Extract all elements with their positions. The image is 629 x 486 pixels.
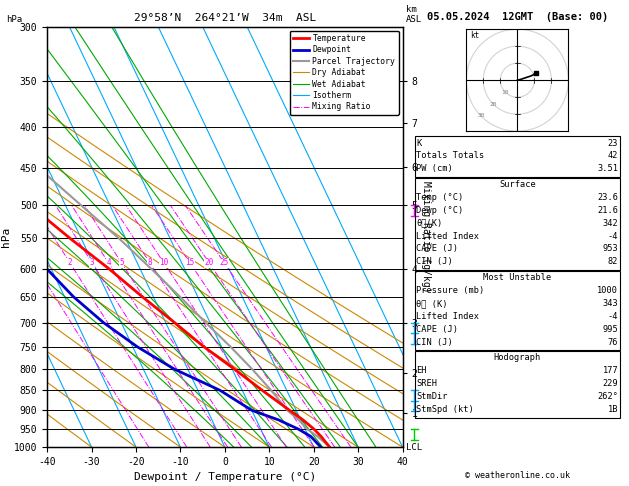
Text: © weatheronline.co.uk: © weatheronline.co.uk [465, 471, 570, 480]
Text: 995: 995 [603, 325, 618, 334]
Text: Most Unstable: Most Unstable [483, 273, 552, 282]
Text: 4: 4 [106, 259, 111, 267]
Text: 10: 10 [159, 259, 169, 267]
Legend: Temperature, Dewpoint, Parcel Trajectory, Dry Adiabat, Wet Adiabat, Isotherm, Mi: Temperature, Dewpoint, Parcel Trajectory… [290, 31, 399, 115]
Text: 23.6: 23.6 [598, 193, 618, 202]
Text: Hodograph: Hodograph [494, 353, 541, 363]
Text: 953: 953 [603, 244, 618, 254]
Text: CIN (J): CIN (J) [416, 337, 453, 347]
Text: 342: 342 [603, 219, 618, 228]
Text: 2: 2 [67, 259, 72, 267]
Text: CAPE (J): CAPE (J) [416, 244, 459, 254]
Text: Pressure (mb): Pressure (mb) [416, 286, 485, 295]
Text: Lifted Index: Lifted Index [416, 312, 479, 321]
Text: PW (cm): PW (cm) [416, 164, 453, 174]
Text: 229: 229 [603, 379, 618, 388]
Text: -4: -4 [608, 231, 618, 241]
Text: 5: 5 [119, 259, 124, 267]
Text: EH: EH [416, 366, 427, 375]
Text: Totals Totals: Totals Totals [416, 152, 485, 160]
Text: 177: 177 [603, 366, 618, 375]
Title: 29°58’N  264°21’W  34m  ASL: 29°58’N 264°21’W 34m ASL [134, 13, 316, 23]
Text: 15: 15 [186, 259, 194, 267]
Text: 05.05.2024  12GMT  (Base: 00): 05.05.2024 12GMT (Base: 00) [426, 12, 608, 22]
Y-axis label: Mixing Ratio (g/kg): Mixing Ratio (g/kg) [421, 181, 431, 293]
Text: 1000: 1000 [598, 286, 618, 295]
Text: SREH: SREH [416, 379, 437, 388]
Text: Temp (°C): Temp (°C) [416, 193, 464, 202]
Text: CAPE (J): CAPE (J) [416, 325, 459, 334]
Text: 42: 42 [608, 152, 618, 160]
Text: 1B: 1B [608, 405, 618, 414]
Text: 20: 20 [490, 102, 498, 106]
Text: 82: 82 [608, 257, 618, 266]
Text: 3.51: 3.51 [598, 164, 618, 174]
Text: θᴇ (K): θᴇ (K) [416, 299, 448, 308]
Text: Lifted Index: Lifted Index [416, 231, 479, 241]
Text: 343: 343 [603, 299, 618, 308]
Text: StmSpd (kt): StmSpd (kt) [416, 405, 474, 414]
Text: LCL: LCL [406, 443, 422, 451]
Text: K: K [416, 139, 421, 148]
Text: 21.6: 21.6 [598, 206, 618, 215]
Text: θᴇ(K): θᴇ(K) [416, 219, 443, 228]
Text: 25: 25 [220, 259, 229, 267]
Text: 8: 8 [148, 259, 152, 267]
Text: kt: kt [470, 31, 479, 40]
Text: 20: 20 [204, 259, 214, 267]
Text: 3: 3 [90, 259, 94, 267]
Text: StmDir: StmDir [416, 392, 448, 401]
Text: 30: 30 [478, 113, 486, 119]
Text: Dewp (°C): Dewp (°C) [416, 206, 464, 215]
Text: 262°: 262° [598, 392, 618, 401]
Text: 23: 23 [608, 139, 618, 148]
Text: hPa: hPa [6, 15, 23, 24]
Text: 76: 76 [608, 337, 618, 347]
Text: 10: 10 [502, 89, 509, 95]
Y-axis label: hPa: hPa [1, 227, 11, 247]
Text: km
ASL: km ASL [406, 5, 422, 24]
X-axis label: Dewpoint / Temperature (°C): Dewpoint / Temperature (°C) [134, 472, 316, 483]
Text: CIN (J): CIN (J) [416, 257, 453, 266]
Text: -4: -4 [608, 312, 618, 321]
Text: Surface: Surface [499, 180, 536, 189]
